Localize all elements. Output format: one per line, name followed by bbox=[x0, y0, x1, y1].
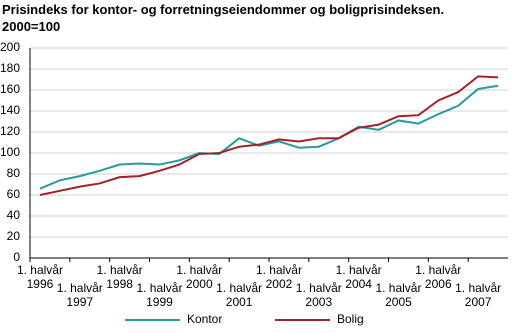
y-tick-label: 120 bbox=[0, 124, 20, 138]
x-tick-label: 1. halvår 2005 bbox=[375, 281, 422, 309]
y-tick-label: 180 bbox=[0, 61, 20, 75]
y-tick-label: 140 bbox=[0, 103, 20, 117]
x-tick-label: 1. halvår 2003 bbox=[295, 281, 342, 309]
series-line bbox=[39, 84, 499, 190]
y-tick-label: 100 bbox=[0, 145, 20, 159]
y-tick-label: 200 bbox=[0, 40, 20, 54]
y-tick-label: 0 bbox=[13, 250, 20, 264]
x-tick-label: 1. halvår 2001 bbox=[216, 281, 263, 309]
x-tick-label: 1. halvår 2002 bbox=[255, 263, 302, 291]
x-tick-label: 1. halvår 2006 bbox=[415, 263, 462, 291]
x-tick-label: 1. halvår 1996 bbox=[16, 263, 63, 291]
x-tick-label: 1. halvår 2000 bbox=[176, 263, 223, 291]
y-tick-label: 20 bbox=[7, 229, 21, 243]
x-tick-label: 1. halvår 2007 bbox=[455, 281, 502, 309]
x-tick-label: 1. halvår 1998 bbox=[96, 263, 143, 291]
y-tick-label: 160 bbox=[0, 82, 20, 96]
legend-label: Bolig bbox=[337, 312, 364, 326]
chart-subtitle: 2000=100 bbox=[2, 19, 61, 34]
series-line bbox=[39, 75, 499, 196]
y-tick-label: 40 bbox=[7, 208, 21, 222]
y-tick-label: 60 bbox=[7, 187, 21, 201]
x-tick-label: 1. halvår 1997 bbox=[56, 281, 103, 309]
y-tick-label: 80 bbox=[7, 166, 21, 180]
chart-title: Prisindeks for kontor- og forretningseie… bbox=[2, 2, 445, 17]
x-tick-label: 1. halvår 2004 bbox=[335, 263, 382, 291]
x-tick-label: 1. halvår 1999 bbox=[136, 281, 183, 309]
legend-label: Kontor bbox=[187, 312, 222, 326]
